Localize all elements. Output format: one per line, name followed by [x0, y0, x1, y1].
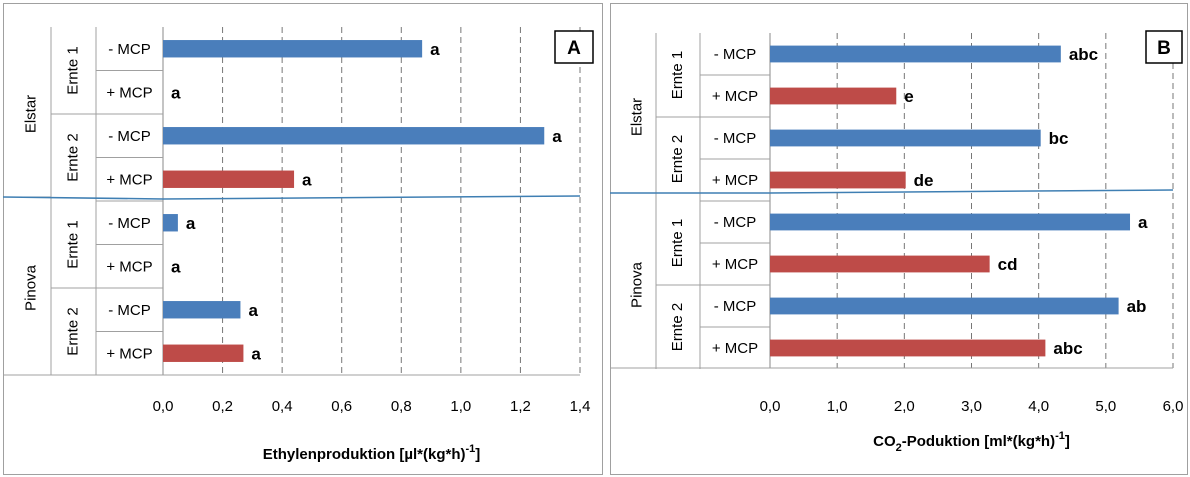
tick-label: 0,6 [331, 398, 352, 415]
tick-label: 4,0 [1028, 398, 1049, 415]
bar [770, 255, 990, 273]
x-axis-title-superscript: -1 [466, 443, 476, 455]
category-label: + MCP [712, 88, 758, 105]
bar [770, 129, 1041, 147]
significance-label: a [251, 344, 261, 363]
panel-label: B [1157, 38, 1171, 59]
group-divider-line [162, 195, 581, 200]
significance-label: abc [1069, 45, 1098, 64]
tick-label: 0,0 [760, 398, 781, 415]
panel-label: A [567, 38, 581, 59]
x-axis-title-text: -Poduktion [ml*(kg*h) [902, 433, 1055, 450]
x-axis-title-text: Ethylenproduktion [µl*(kg*h) [263, 446, 466, 463]
chart-panel-a: 0,0 0,2 0,4 0,6 0,8 1,0 1,2 1,4 - MCP a + MCP a Ernt… [2, 3, 603, 475]
panel-label-box [554, 30, 594, 64]
bar [163, 127, 545, 145]
significance-label: abc [1053, 339, 1082, 358]
category-label: - MCP [714, 46, 757, 63]
x-axis-title-subscript: 2 [896, 442, 902, 454]
tick-label: 1,0 [827, 398, 848, 415]
category-label: - MCP [108, 41, 151, 58]
subgroup-label: Ernte 1 [64, 220, 81, 268]
category-label: + MCP [712, 172, 758, 189]
panel-label-box [1145, 30, 1183, 64]
bar [770, 171, 906, 189]
category-label: - MCP [714, 298, 757, 315]
group-divider-line [2, 196, 164, 200]
subgroup-label: Ernte 1 [64, 46, 81, 94]
bar [770, 87, 897, 105]
tick-label: 1,2 [510, 398, 531, 415]
subgroup-label: Ernte 1 [669, 51, 686, 99]
subgroup-label: Ernte 2 [64, 133, 81, 181]
bar [163, 170, 295, 188]
x-axis-title-end: ] [475, 446, 480, 463]
x-axis-title: Ethylenproduktion [µl*(kg*h)-1] [263, 443, 481, 463]
category-label: - MCP [108, 215, 151, 232]
significance-label: cd [998, 255, 1018, 274]
tick-label: 0,2 [212, 398, 233, 415]
x-axis-title-end: ] [1065, 433, 1070, 450]
x-axis-title-prefix: CO [873, 433, 896, 450]
category-label: + MCP [712, 340, 758, 357]
significance-label: a [171, 257, 181, 276]
significance-label: a [248, 301, 258, 320]
tick-label: 6,0 [1163, 398, 1184, 415]
tick-label: 0,8 [391, 398, 412, 415]
subgroup-label: Ernte 2 [669, 135, 686, 183]
category-label: + MCP [106, 345, 152, 362]
group-label: Pinova [22, 264, 39, 311]
subgroup-label: Ernte 2 [64, 307, 81, 355]
chart-panel-b: 0,0 1,0 2,0 3,0 4,0 5,0 6,0- MCP abc+ MCP eErnte… [610, 3, 1188, 475]
bar [770, 213, 1131, 231]
significance-label: a [1138, 213, 1148, 232]
significance-label: a [552, 127, 562, 146]
category-label: + MCP [106, 258, 152, 275]
category-label: - MCP [108, 302, 151, 319]
group-label: Elstar [628, 98, 645, 136]
bar [163, 344, 244, 362]
significance-label: bc [1049, 129, 1069, 148]
category-label: - MCP [108, 128, 151, 145]
tick-label: 0,0 [153, 398, 174, 415]
tick-label: 5,0 [1095, 398, 1116, 415]
tick-label: 2,0 [894, 398, 915, 415]
x-axis-title: CO2-Poduktion [ml*(kg*h)-1] [873, 430, 1070, 454]
bar [163, 40, 423, 58]
significance-label: a [430, 40, 440, 59]
category-label: + MCP [106, 84, 152, 101]
significance-label: a [186, 214, 196, 233]
group-label: Elstar [22, 95, 39, 133]
significance-label: e [904, 87, 913, 106]
significance-label: a [302, 170, 312, 189]
chart-frame [3, 3, 603, 475]
tick-label: 1,0 [450, 398, 471, 415]
subgroup-label: Ernte 2 [669, 303, 686, 351]
category-label: - MCP [714, 214, 757, 231]
group-label: Pinova [628, 261, 645, 308]
significance-label: ab [1127, 297, 1147, 316]
significance-label: a [171, 83, 181, 102]
group-divider-line [769, 189, 1174, 194]
bar [163, 301, 241, 319]
category-label: + MCP [712, 256, 758, 273]
bar [770, 45, 1061, 63]
significance-label: de [914, 171, 934, 190]
tick-label: 1,4 [570, 398, 591, 415]
bar [163, 214, 178, 232]
category-label: - MCP [714, 130, 757, 147]
category-label: + MCP [106, 171, 152, 188]
bar [770, 339, 1046, 357]
subgroup-label: Ernte 1 [669, 219, 686, 267]
tick-label: 0,4 [272, 398, 293, 415]
tick-label: 3,0 [961, 398, 982, 415]
chart-frame [610, 3, 1188, 475]
x-axis-title-superscript: -1 [1055, 430, 1065, 442]
bar [770, 297, 1119, 315]
